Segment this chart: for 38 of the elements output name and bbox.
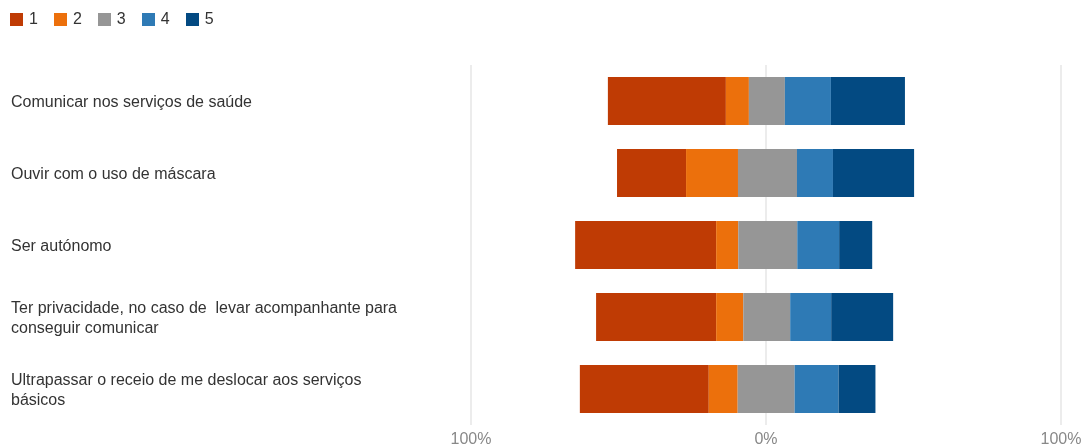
bar bbox=[832, 149, 915, 197]
bar bbox=[839, 221, 873, 269]
bar bbox=[737, 149, 797, 197]
y-tick-label: Ser autónomo bbox=[11, 236, 112, 254]
bar bbox=[838, 365, 876, 413]
legend-label: 2 bbox=[72, 10, 82, 28]
bar bbox=[830, 77, 905, 125]
bar bbox=[716, 221, 739, 269]
x-tick-label: 100% bbox=[450, 430, 492, 446]
bar bbox=[575, 221, 717, 269]
bar bbox=[579, 365, 709, 413]
y-tick-label: Ouvir com o uso de máscara bbox=[11, 164, 216, 182]
bar bbox=[716, 293, 744, 341]
bar bbox=[686, 149, 738, 197]
bar bbox=[596, 293, 717, 341]
bar bbox=[743, 293, 791, 341]
legend-label: 1 bbox=[29, 10, 38, 28]
bar bbox=[831, 293, 894, 341]
x-tick-label: 100% bbox=[1040, 430, 1082, 446]
x-tick-label: 0% bbox=[754, 430, 778, 446]
bar bbox=[738, 221, 798, 269]
y-tick-label: Comunicar nos serviços de saúde bbox=[11, 92, 253, 110]
bar bbox=[790, 293, 832, 341]
bar bbox=[737, 365, 795, 413]
legend-label: 4 bbox=[160, 10, 170, 28]
bar bbox=[607, 77, 726, 125]
legend-label: 5 bbox=[204, 10, 214, 28]
legend-label: 3 bbox=[116, 10, 126, 28]
y-tick-label: Ultrapassar o receio de me deslocar aos serviços básicos bbox=[11, 370, 362, 408]
bar bbox=[796, 149, 833, 197]
bar bbox=[725, 77, 749, 125]
bar bbox=[794, 365, 839, 413]
bar bbox=[784, 77, 831, 125]
bar bbox=[708, 365, 738, 413]
y-tick-label: Ter privacidade, no caso de levar acompanhante para conseguir comunicar bbox=[11, 298, 398, 336]
bar bbox=[617, 149, 687, 197]
bar bbox=[748, 77, 785, 125]
bar bbox=[797, 221, 840, 269]
